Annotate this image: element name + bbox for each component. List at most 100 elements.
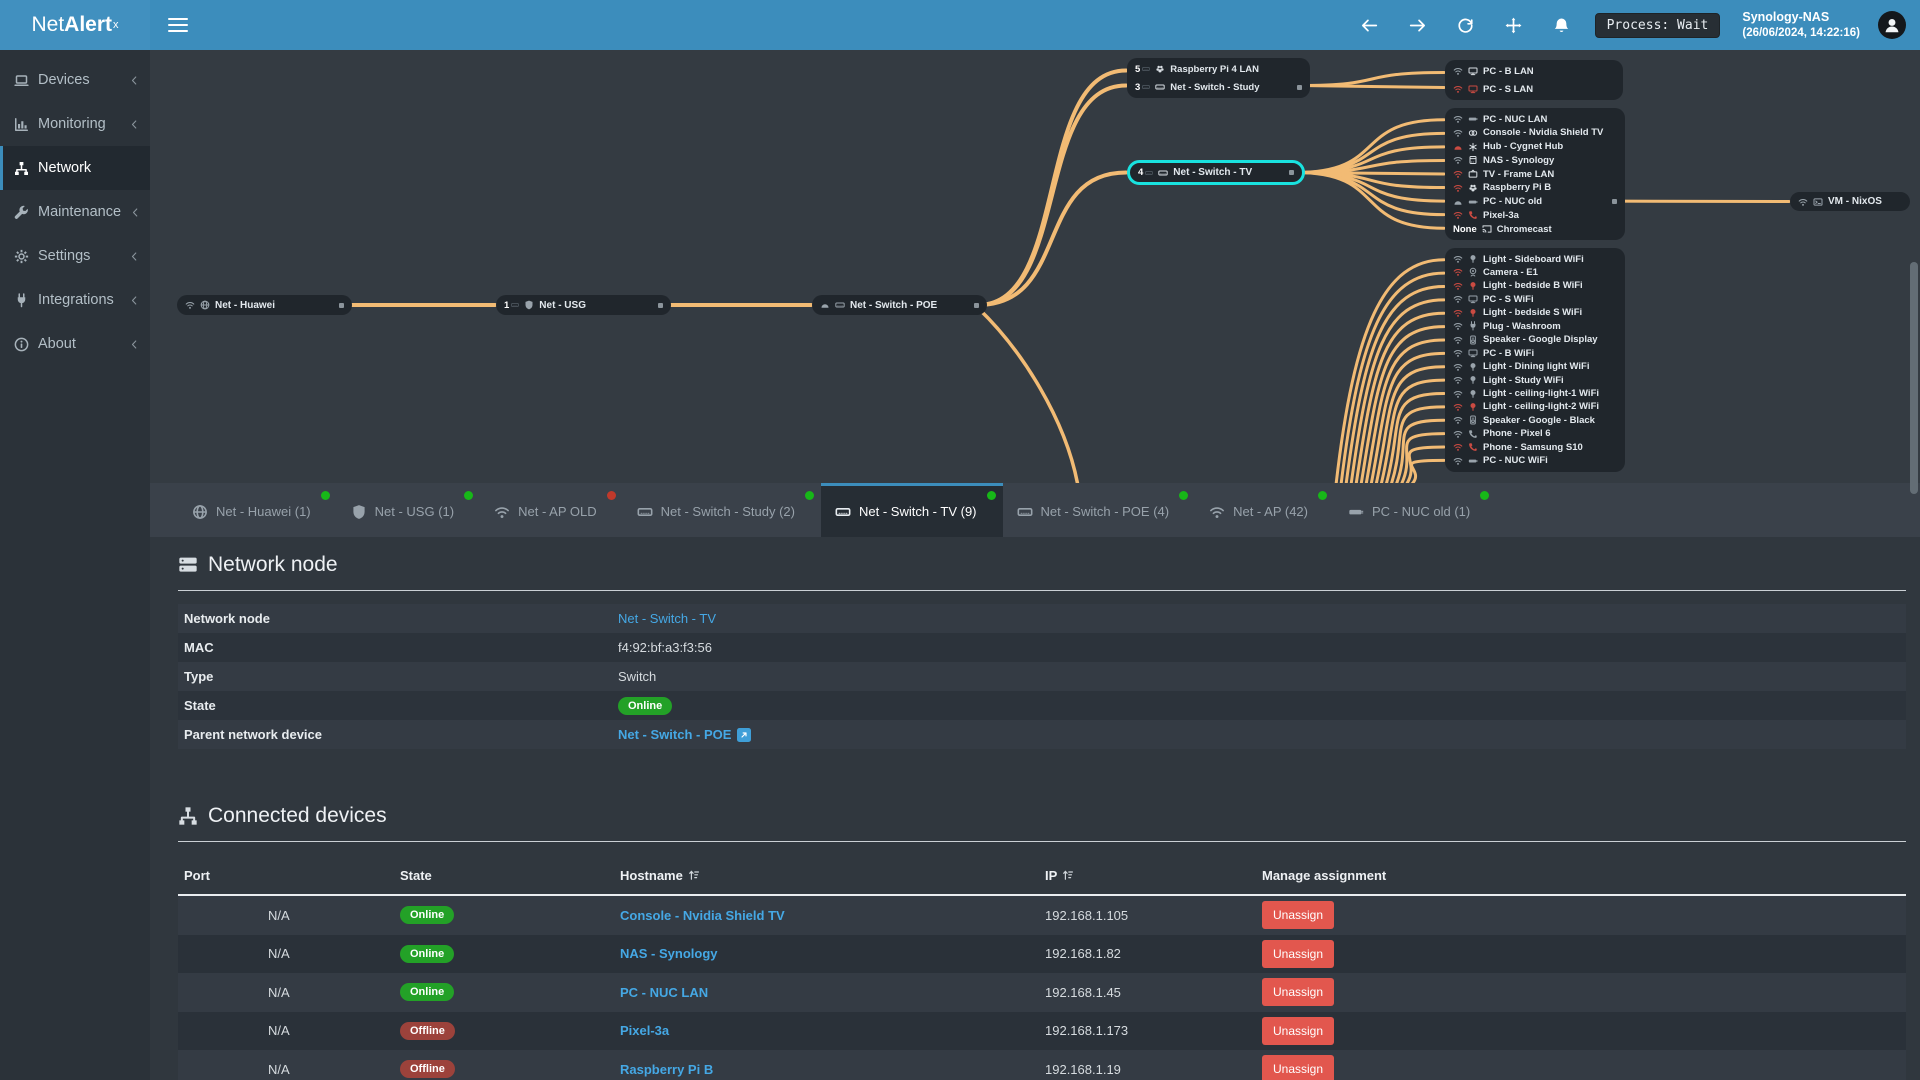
topology-leaf-device[interactable]: 5 Raspberry Pi 4 LAN: [1135, 63, 1302, 75]
topology-group-lanbs[interactable]: PC - B LAN PC - S LAN: [1445, 60, 1623, 100]
hostname-link[interactable]: PC - NUC LAN: [620, 984, 709, 1000]
topology-node-vm[interactable]: VM - NixOS: [1790, 192, 1910, 211]
tab-net-switch-tv-9-[interactable]: Net - Switch - TV (9): [821, 483, 1003, 537]
topology-group-gwifi[interactable]: Light - Sideboard WiFi Camera - E1 Light -…: [1445, 248, 1625, 472]
status-dot: [606, 491, 616, 500]
arrow-right-icon[interactable]: [1403, 10, 1433, 40]
topology-leaf-device[interactable]: Light - bedside S WiFi: [1453, 307, 1617, 319]
unassign-button[interactable]: Unassign: [1262, 1055, 1334, 1080]
topology-leaf-device[interactable]: Phone - Pixel 6: [1453, 428, 1617, 440]
node-link[interactable]: Net - Switch - TV: [618, 611, 717, 626]
hostname-link[interactable]: Pixel-3a: [620, 1023, 670, 1039]
topology-leaf-device[interactable]: Light - Dining light WiFi: [1453, 361, 1617, 373]
topology-leaf-device[interactable]: Pixel-3a: [1453, 209, 1617, 221]
topology-leaf-device[interactable]: NAS - Synology: [1453, 154, 1617, 166]
child-count-badge: 3: [1135, 82, 1151, 93]
unassign-button[interactable]: Unassign: [1262, 1016, 1334, 1045]
tab-net-switch-poe-4-[interactable]: Net - Switch - POE (4): [1003, 483, 1196, 537]
topology-leaf-device[interactable]: PC - NUC LAN: [1453, 113, 1617, 125]
chevron-left-icon: [131, 251, 137, 261]
topology-leaf-device[interactable]: Light - Study WiFi: [1453, 374, 1617, 386]
hostname-link[interactable]: Console - Nvidia Shield TV: [620, 907, 785, 923]
sidebar-item-settings[interactable]: Settings: [0, 234, 150, 278]
topology-leaf-device[interactable]: Light - ceiling-light-1 WiFi: [1453, 388, 1617, 400]
wifi-icon: [1453, 457, 1463, 465]
connector-port: [1612, 199, 1617, 204]
user-avatar[interactable]: [1878, 11, 1906, 39]
topology-leaf-device[interactable]: Hub - Cygnet Hub: [1453, 141, 1617, 153]
topology-leaf-device[interactable]: PC - S LAN: [1453, 83, 1615, 95]
topology-leaf-device[interactable]: TV - Frame LAN: [1453, 168, 1617, 180]
tab-pc-nuc-old-1-[interactable]: PC - NUC old (1): [1334, 483, 1496, 537]
topology-leaf-device[interactable]: Phone - Samsung S10: [1453, 441, 1617, 453]
sidebar-item-integrations[interactable]: Integrations: [0, 278, 150, 322]
tab-net-switch-study-2-[interactable]: Net - Switch - Study (2): [623, 483, 821, 537]
move-icon[interactable]: [1499, 10, 1529, 40]
section-divider: [178, 841, 1906, 842]
topology-leaf-device[interactable]: Camera - E1: [1453, 266, 1617, 278]
unassign-button[interactable]: Unassign: [1262, 939, 1334, 968]
state-badge: Online: [400, 944, 455, 963]
tab-net-huawei-1-[interactable]: Net - Huawei (1): [178, 483, 337, 537]
unassign-button[interactable]: Unassign: [1262, 901, 1334, 930]
app-logo[interactable]: Net Alert x: [0, 0, 150, 50]
sidebar-toggle-button[interactable]: [168, 14, 188, 36]
topology-leaf-device[interactable]: Raspberry Pi B: [1453, 182, 1617, 194]
topology-leaf-device[interactable]: PC - B LAN: [1453, 65, 1615, 77]
topology-node-tv[interactable]: 4 Net - Switch - TV: [1127, 160, 1305, 185]
column-header-hostname[interactable]: Hostname: [620, 868, 1045, 883]
parent-node-link[interactable]: Net - Switch - POE: [618, 727, 732, 742]
topology-leaf-device[interactable]: PC - B WiFi: [1453, 347, 1617, 359]
tab-label: Net - Switch - Study (2): [660, 504, 795, 519]
unassign-button[interactable]: Unassign: [1262, 978, 1334, 1007]
wifi-icon: [1453, 430, 1463, 438]
external-link-icon[interactable]: [737, 727, 752, 742]
tab-label: Net - AP (42): [1233, 504, 1308, 519]
topology-node-poe[interactable]: Net - Switch - POE: [812, 295, 987, 315]
port-cell: N/A: [268, 1023, 290, 1039]
topology-leaf-device[interactable]: Light - Sideboard WiFi: [1453, 253, 1617, 265]
tab-net-usg-1-[interactable]: Net - USG (1): [337, 483, 480, 537]
wifi-icon: [1453, 377, 1463, 384]
topology-leaf-device[interactable]: PC - S WiFi: [1453, 293, 1617, 305]
hostname-link[interactable]: NAS - Synology: [620, 946, 718, 962]
hostname-link[interactable]: Raspberry Pi B: [620, 1061, 714, 1077]
arrow-left-icon[interactable]: [1355, 10, 1385, 40]
topology-node-usg[interactable]: 1 Net - USG: [496, 295, 671, 315]
topology-leaf-device[interactable]: Speaker - Google - Black: [1453, 414, 1617, 426]
device-label: Speaker - Google Display: [1483, 334, 1598, 346]
vertical-scrollbar[interactable]: [1910, 262, 1918, 494]
topology-leaf-device[interactable]: 3 Net - Switch - Study: [1135, 81, 1302, 93]
topology-leaf-device[interactable]: Light - ceiling-light-2 WiFi: [1453, 401, 1617, 413]
tab-net-ap-old[interactable]: Net - AP OLD: [480, 483, 623, 537]
tab-net-ap-42-[interactable]: Net - AP (42): [1195, 483, 1334, 537]
sidebar-item-network[interactable]: Network: [0, 146, 150, 190]
topology-leaf-device[interactable]: PC - NUC WiFi: [1453, 455, 1617, 467]
sidebar-item-maintenance[interactable]: Maintenance: [0, 190, 150, 234]
device-label: PC - S WiFi: [1483, 293, 1534, 305]
topology-leaf-device[interactable]: PC - NUC old: [1453, 196, 1617, 208]
topology-leaf-device[interactable]: Console - Nvidia Shield TV: [1453, 127, 1617, 139]
refresh-icon[interactable]: [1451, 10, 1481, 40]
topology-node-huawei[interactable]: Net - Huawei: [177, 295, 352, 315]
ip-cell: 192.168.1.45: [1045, 984, 1121, 1000]
topology-group-study[interactable]: 5 Raspberry Pi 4 LAN 3 Net - Switch - Study: [1127, 58, 1310, 98]
device-label: Light - bedside B WiFi: [1483, 280, 1583, 292]
topology-leaf-device[interactable]: Speaker - Google Display: [1453, 334, 1617, 346]
tab-label: Net - Switch - TV (9): [859, 504, 977, 519]
brand-light: Net: [31, 13, 65, 36]
dome-icon: [821, 304, 829, 308]
sidebar-item-about[interactable]: About: [0, 322, 150, 366]
topology-leaf-device[interactable]: Light - bedside B WiFi: [1453, 280, 1617, 292]
sidebar-item-devices[interactable]: Devices: [0, 58, 150, 102]
hostname-cell: Console - Nvidia Shield TV: [620, 908, 1045, 923]
network-topology-canvas[interactable]: Net - Huawei 1 Net - USG Net - Switch - POE…: [150, 50, 1920, 483]
topology-group-gtv[interactable]: PC - NUC LAN Console - Nvidia Shield TV Hu…: [1445, 108, 1625, 240]
topology-leaf-device[interactable]: Plug - Washroom: [1453, 320, 1617, 332]
action-cell: Unassign: [1262, 901, 1906, 930]
column-header-ip[interactable]: IP: [1045, 868, 1262, 883]
topology-leaf-device[interactable]: None Chromecast: [1453, 223, 1617, 235]
sidebar-item-monitoring[interactable]: Monitoring: [0, 102, 150, 146]
usb-icon: [1468, 117, 1478, 121]
bell-icon[interactable]: [1547, 10, 1577, 40]
